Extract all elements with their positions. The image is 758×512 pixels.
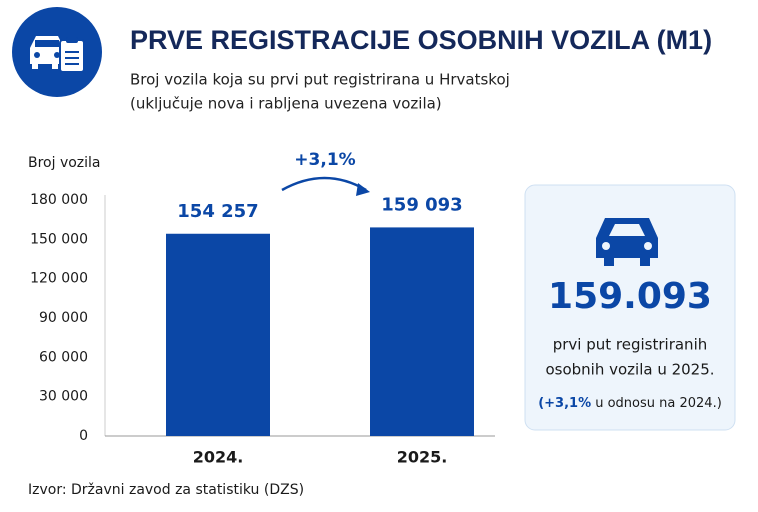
x-tick-label: 2025. <box>397 448 448 467</box>
title: PRVE REGISTRACIJE OSOBNIH VOZILA (M1) <box>130 25 712 55</box>
y-tick-label: 180 000 <box>30 192 88 208</box>
subtitle: (uključuje nova i rabljena uvezena vozil… <box>130 95 442 113</box>
subtitle: Broj vozila koja su prvi put registriran… <box>130 71 510 89</box>
value-label: 159 093 <box>381 194 462 215</box>
source: Izvor: Državni zavod za statistiku (DZS) <box>28 482 304 498</box>
y-tick-label: 90 000 <box>39 310 88 326</box>
card-value: 159.093 <box>548 276 712 317</box>
card: 159.093 prvi put registriranih osobnih v… <box>524 184 736 431</box>
card-note-highlight: (+3,1% <box>538 396 591 411</box>
bar <box>370 227 474 436</box>
value-label: 154 257 <box>177 201 258 222</box>
bar <box>166 233 270 436</box>
y-axis-label: Broj vozila <box>28 155 101 171</box>
y-tick-label: 120 000 <box>30 271 88 287</box>
y-tick-label: 30 000 <box>39 389 88 405</box>
annotation: +3,1% <box>294 150 355 170</box>
card-text: osobnih vozila u 2025. <box>545 361 714 379</box>
x-tick-label: 2024. <box>193 448 244 467</box>
header-icon <box>12 7 102 97</box>
arrow-head <box>356 183 370 196</box>
y-tick-label: 150 000 <box>30 231 88 247</box>
y-tick-label: 60 000 <box>39 349 88 365</box>
card-note: (+3,1% u odnosu na 2024.) <box>538 396 722 411</box>
card-note-rest: u odnosu na 2024.) <box>595 396 722 411</box>
y-tick-label: 0 <box>79 428 88 444</box>
card-text: prvi put registriranih <box>553 336 708 354</box>
